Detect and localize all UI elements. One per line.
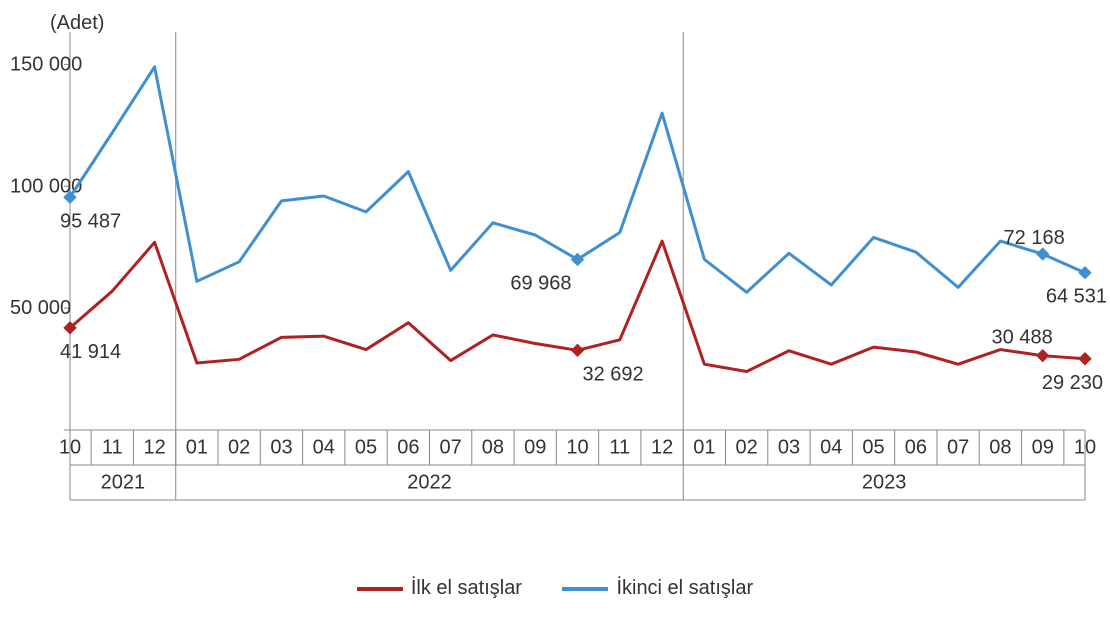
legend-item-second: İkinci el satışlar <box>562 577 753 600</box>
month-label: 01 <box>693 437 715 459</box>
month-label: 03 <box>778 437 800 459</box>
year-label: 2022 <box>407 472 452 494</box>
year-label: 2021 <box>101 472 146 494</box>
month-label: 04 <box>820 437 842 459</box>
month-label: 06 <box>397 437 419 459</box>
y-axis-title: (Adet) <box>50 12 104 35</box>
data-marker <box>1079 267 1091 279</box>
month-label: 06 <box>905 437 927 459</box>
data-marker <box>1079 353 1091 365</box>
y-tick-label: 50 000 <box>10 297 71 319</box>
month-label: 08 <box>989 437 1011 459</box>
data-marker <box>1037 248 1049 260</box>
month-label: 02 <box>736 437 758 459</box>
data-label: 72 168 <box>1004 227 1065 249</box>
month-label: 12 <box>143 437 165 459</box>
legend-label-second: İkinci el satışlar <box>616 577 753 600</box>
month-label: 02 <box>228 437 250 459</box>
month-label: 04 <box>313 437 335 459</box>
chart-container: (Adet) 50 000100 000150 0001011120102030… <box>0 0 1110 625</box>
legend-swatch-second <box>562 587 608 591</box>
data-label: 29 230 <box>1042 372 1103 394</box>
data-label: 32 692 <box>583 363 644 385</box>
month-label: 07 <box>947 437 969 459</box>
month-label: 11 <box>102 437 123 459</box>
month-label: 05 <box>862 437 884 459</box>
data-label: 30 488 <box>992 327 1053 349</box>
month-label: 01 <box>186 437 208 459</box>
month-label: 10 <box>59 437 81 459</box>
data-label: 69 968 <box>510 272 571 294</box>
legend-item-first: İlk el satışlar <box>357 577 522 600</box>
month-label: 08 <box>482 437 504 459</box>
data-label: 95 487 <box>60 210 121 232</box>
legend: İlk el satışlar İkinci el satışlar <box>0 577 1110 600</box>
data-marker <box>1037 350 1049 362</box>
line-chart: 50 000100 000150 00010111201020304050607… <box>0 0 1110 560</box>
month-label: 10 <box>1074 437 1096 459</box>
data-marker <box>572 344 584 356</box>
month-label: 03 <box>270 437 292 459</box>
month-label: 05 <box>355 437 377 459</box>
month-label: 07 <box>440 437 462 459</box>
legend-swatch-first <box>357 587 403 591</box>
month-label: 12 <box>651 437 673 459</box>
month-label: 10 <box>566 437 588 459</box>
month-label: 09 <box>524 437 546 459</box>
y-tick-label: 150 000 <box>10 53 82 75</box>
year-label: 2023 <box>862 472 907 494</box>
data-label: 64 531 <box>1046 286 1107 308</box>
legend-label-first: İlk el satışlar <box>411 577 522 600</box>
data-label: 41 914 <box>60 341 121 363</box>
month-label: 11 <box>609 437 630 459</box>
month-label: 09 <box>1032 437 1054 459</box>
